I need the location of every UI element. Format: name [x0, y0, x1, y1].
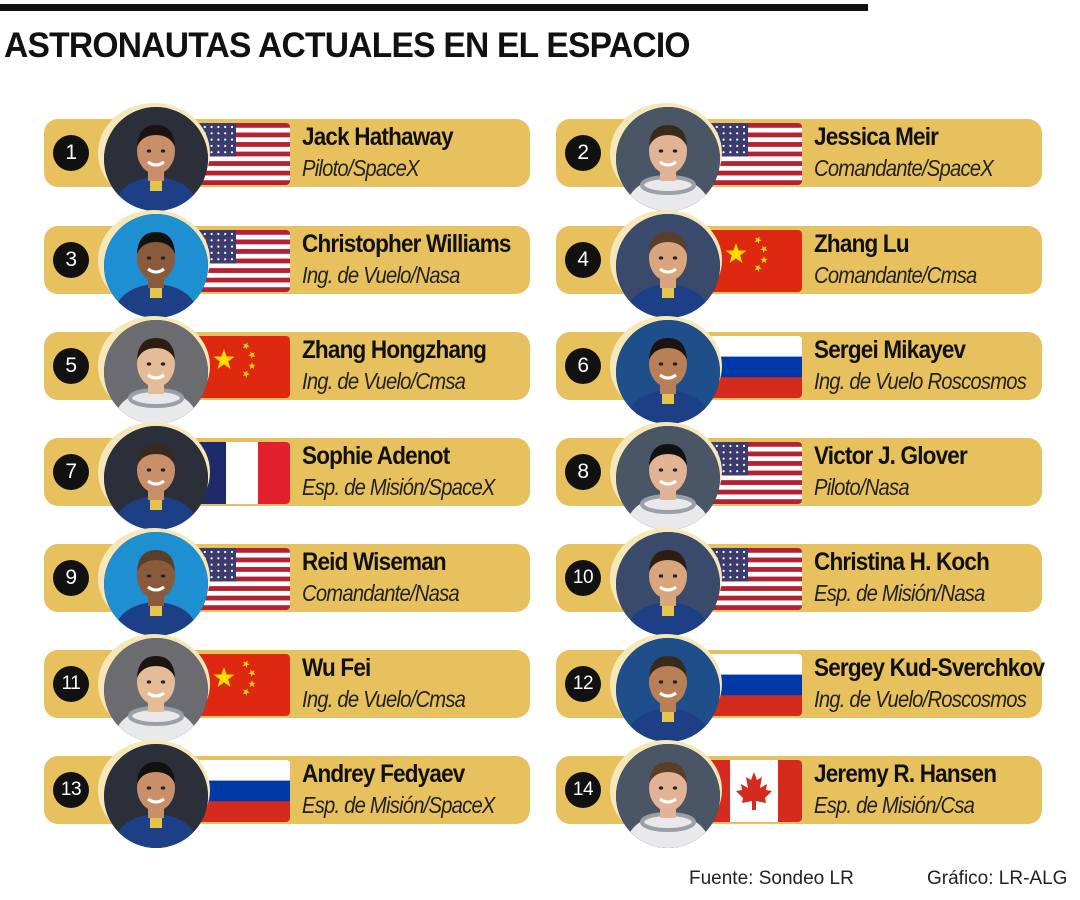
usa-flag-icon: [194, 548, 290, 610]
astronaut-name: Jeremy R. Hansen: [814, 760, 997, 788]
astronaut-card-10: 10 Christina H. Koch Esp. de Misión/Nasa: [556, 528, 1046, 636]
source-note: Fuente: Sondeo LR: [689, 868, 854, 889]
astronaut-name: Sergey Kud-Sverchkov: [814, 654, 1045, 682]
astronaut-card-1: 1 Jack Hathaway Piloto/SpaceX: [44, 103, 534, 211]
astronaut-photo: [616, 107, 720, 211]
astronaut-photo: [104, 320, 208, 424]
rank-badge: 6: [565, 348, 601, 384]
astronaut-card-14: 14 Jeremy R. Hansen Esp. de Misión/Csa: [556, 740, 1046, 848]
astronaut-role: Ing. de Vuelo/Nasa: [302, 262, 460, 288]
astronaut-photo: [104, 107, 208, 211]
rank-badge: 8: [565, 454, 601, 490]
china-flag-icon: [194, 654, 290, 716]
astronaut-photo: [616, 214, 720, 318]
astronaut-name: Andrey Fedyaev: [302, 760, 465, 788]
astronaut-card-13: 13 Andrey Fedyaev Esp. de Misión/SpaceX: [44, 740, 534, 848]
rank-badge: 13: [53, 772, 89, 808]
france-flag-icon: [194, 442, 290, 504]
astronaut-name: Wu Fei: [302, 654, 371, 682]
astronaut-role: Piloto/SpaceX: [302, 155, 420, 181]
rank-badge: 9: [53, 560, 89, 596]
astronaut-name: Jack Hathaway: [302, 123, 454, 151]
astronaut-name: Christina H. Koch: [814, 548, 990, 576]
astronaut-role: Comandante/Nasa: [302, 580, 460, 606]
astronaut-photo: [104, 638, 208, 742]
astronaut-name: Zhang Lu: [814, 230, 910, 258]
rank-badge: 14: [565, 772, 601, 808]
astronaut-role: Esp. de Misión/Csa: [814, 792, 975, 818]
astronaut-name: Zhang Hongzhang: [302, 336, 487, 364]
rank-badge: 4: [565, 242, 601, 278]
top-rule: [0, 4, 868, 11]
astronaut-photo: [104, 532, 208, 636]
astronaut-photo: [104, 426, 208, 530]
astronaut-role: Esp. de Misión/Nasa: [814, 580, 985, 606]
astronaut-card-7: 7 Sophie Adenot Esp. de Misión/SpaceX: [44, 422, 534, 530]
astronaut-photo: [616, 532, 720, 636]
astronaut-card-4: 4 Zhang Lu Comandante/Cmsa: [556, 210, 1046, 318]
astronaut-photo: [616, 426, 720, 530]
astronaut-name: Christopher Williams: [302, 230, 511, 258]
astronaut-card-3: 3 Christopher Williams Ing. de Vuelo/Nas…: [44, 210, 534, 318]
astronaut-name: Victor J. Glover: [814, 442, 968, 470]
astronaut-name: Reid Wiseman: [302, 548, 447, 576]
astronaut-card-2: 2 Jessica Meir Comandante/SpaceX: [556, 103, 1046, 211]
astronaut-name: Jessica Meir: [814, 123, 939, 151]
china-flag-icon: [194, 336, 290, 398]
rank-badge: 12: [565, 666, 601, 702]
astronaut-photo: [104, 744, 208, 848]
astronaut-role: Ing. de Vuelo/Roscosmos: [814, 686, 1027, 712]
astronaut-role: Comandante/SpaceX: [814, 155, 994, 181]
astronaut-card-6: 6 Sergei Mikayev Ing. de Vuelo Roscosmos: [556, 316, 1046, 424]
astronaut-card-8: 8 Victor J. Glover Piloto/Nasa: [556, 422, 1046, 530]
astronaut-card-5: 5 Zhang Hongzhang Ing. de Vuelo/Cmsa: [44, 316, 534, 424]
russia-flag-icon: [194, 760, 290, 822]
rank-badge: 3: [53, 242, 89, 278]
astronaut-role: Comandante/Cmsa: [814, 262, 977, 288]
astronaut-role: Ing. de Vuelo/Cmsa: [302, 368, 466, 394]
rank-badge: 1: [53, 135, 89, 171]
china-flag-icon: [706, 230, 802, 292]
astronaut-card-11: 11 Wu Fei Ing. de Vuelo/Cmsa: [44, 634, 534, 742]
graphic-credit: Gráfico: LR-ALG: [927, 868, 1068, 889]
astronaut-card-9: 9 Reid Wiseman Comandante/Nasa: [44, 528, 534, 636]
rank-badge: 11: [53, 666, 89, 702]
astronaut-name: Sophie Adenot: [302, 442, 450, 470]
astronaut-role: Ing. de Vuelo Roscosmos: [814, 368, 1027, 394]
rank-badge: 10: [565, 560, 601, 596]
russia-flag-icon: [706, 336, 802, 398]
astronaut-role: Esp. de Misión/SpaceX: [302, 474, 495, 500]
page-title: ASTRONAUTAS ACTUALES EN EL ESPACIO: [4, 26, 691, 65]
astronaut-name: Sergei Mikayev: [814, 336, 966, 364]
russia-flag-icon: [706, 654, 802, 716]
astronaut-role: Esp. de Misión/SpaceX: [302, 792, 495, 818]
rank-badge: 7: [53, 454, 89, 490]
rank-badge: 2: [565, 135, 601, 171]
astronaut-photo: [616, 744, 720, 848]
rank-badge: 5: [53, 348, 89, 384]
usa-flag-icon: [706, 123, 802, 185]
astronaut-card-12: 12 Sergey Kud-Sverchkov Ing. de Vuelo/Ro…: [556, 634, 1046, 742]
astronaut-role: Ing. de Vuelo/Cmsa: [302, 686, 466, 712]
astronaut-photo: [616, 320, 720, 424]
astronaut-role: Piloto/Nasa: [814, 474, 910, 500]
astronaut-photo: [104, 214, 208, 318]
astronaut-photo: [616, 638, 720, 742]
